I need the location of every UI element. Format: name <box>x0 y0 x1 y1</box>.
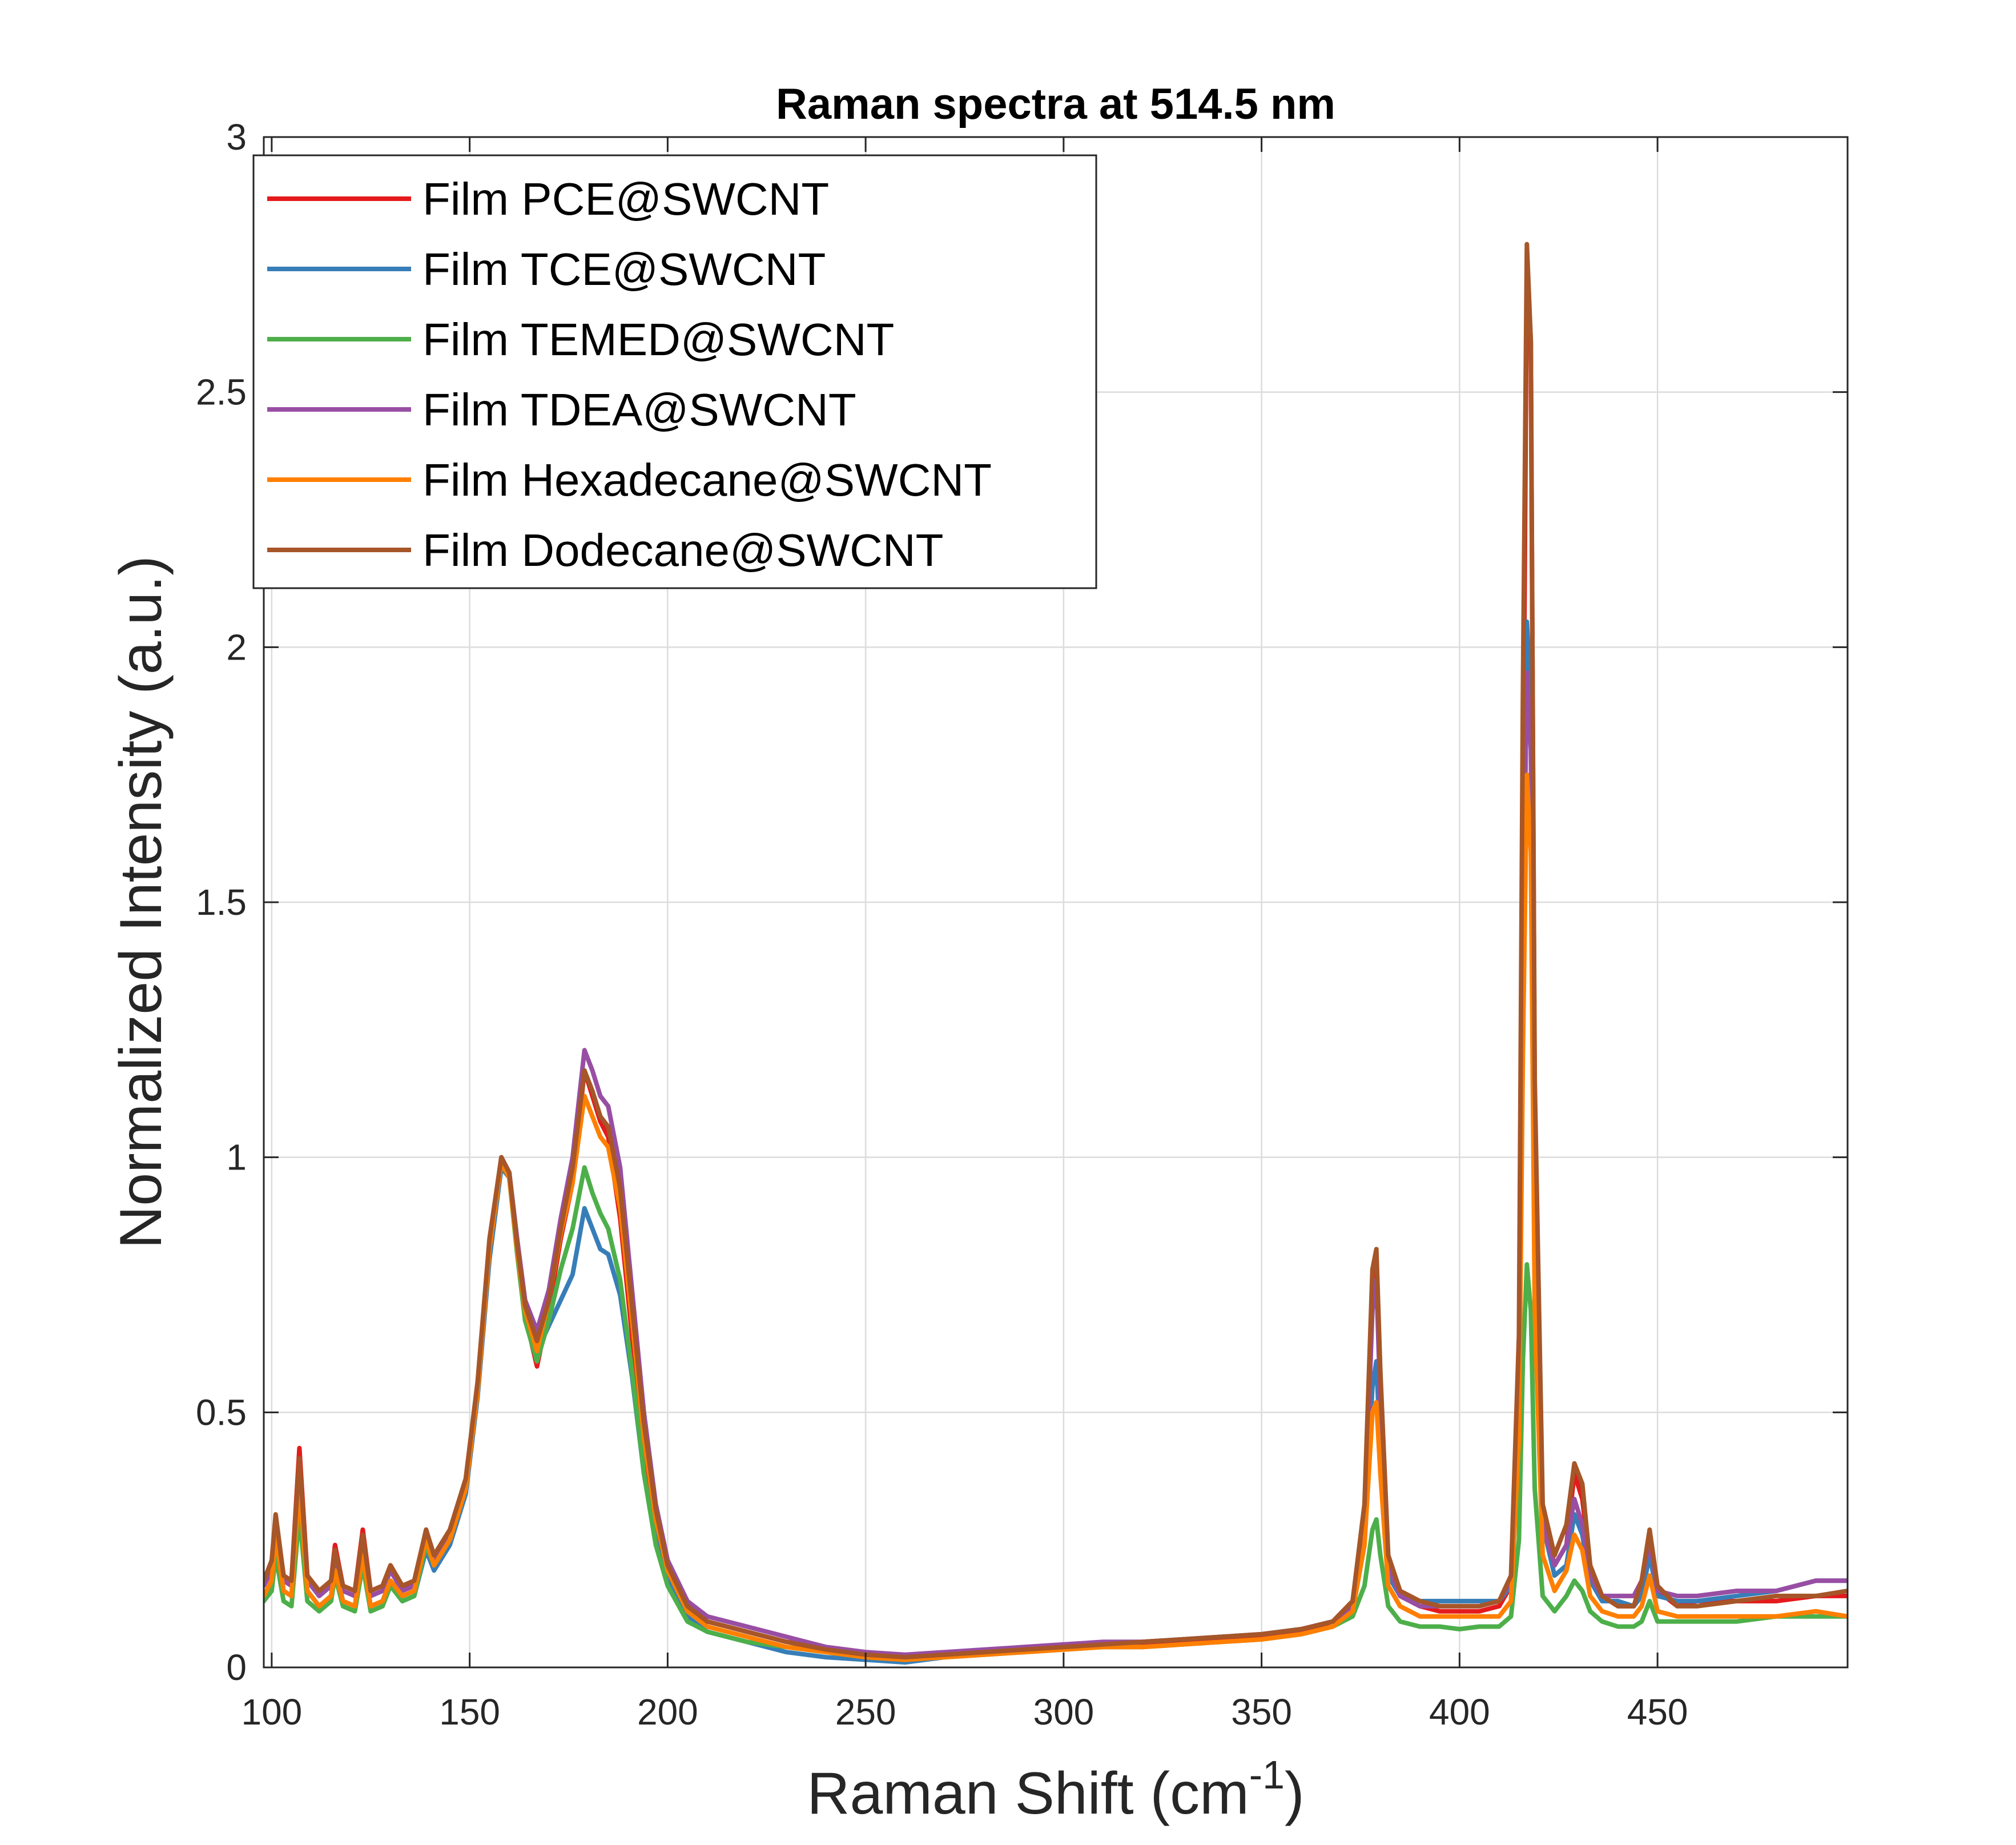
series-line-5 <box>264 772 1848 1662</box>
x-axis-label-superscript: -1 <box>1249 1752 1285 1797</box>
legend: Film PCE@SWCNT Film TCE@SWCNT Film TEMED@S… <box>252 154 1097 589</box>
legend-box <box>252 154 1097 589</box>
y-tick-label: 0 <box>226 1647 247 1688</box>
legend-label-6: Film Dodecane@SWCNT <box>422 525 944 576</box>
x-axis-label: Raman Shift (cm-1) <box>807 1752 1304 1827</box>
x-tick-label: 450 <box>1627 1691 1688 1733</box>
series-line-4 <box>264 670 1848 1657</box>
x-axis-label-close: ) <box>1285 1760 1305 1827</box>
y-tick-label: 3 <box>226 116 247 158</box>
series-line-6 <box>264 242 1848 1660</box>
x-tick-label: 300 <box>1033 1691 1094 1733</box>
x-tick-labels: 100 150 200 250 300 350 400 450 <box>241 1691 1688 1733</box>
legend-label-4: Film TDEA@SWCNT <box>422 384 856 435</box>
y-tick-label: 1 <box>226 1137 247 1178</box>
legend-label-3: Film TEMED@SWCNT <box>422 314 894 365</box>
legend-label-2: Film TCE@SWCNT <box>422 244 826 295</box>
x-tick-label: 350 <box>1231 1691 1292 1733</box>
legend-items: Film PCE@SWCNT Film TCE@SWCNT Film TEMED@S… <box>267 174 992 576</box>
x-tick-label: 100 <box>241 1691 302 1733</box>
y-tick-label: 2.5 <box>196 372 247 413</box>
legend-label-1: Film PCE@SWCNT <box>422 174 829 224</box>
x-axis-label-text: Raman Shift (cm <box>807 1760 1249 1827</box>
chart-title: Raman spectra at 514.5 nm <box>776 80 1335 128</box>
x-tick-label: 150 <box>439 1691 500 1733</box>
y-tick-labels: 0 0.5 1 1.5 2 2.5 3 <box>196 116 247 1688</box>
y-tick-label: 0.5 <box>196 1392 247 1433</box>
x-tick-label: 250 <box>835 1691 896 1733</box>
x-tick-label: 400 <box>1429 1691 1490 1733</box>
y-tick-label: 2 <box>226 626 247 668</box>
series-lines <box>264 242 1848 1665</box>
axis-ticks <box>264 136 1848 1669</box>
x-tick-label: 200 <box>637 1691 698 1733</box>
y-tick-label: 1.5 <box>196 882 247 923</box>
y-axis-label: Normalized Intensity (a.u.) <box>108 556 174 1249</box>
legend-label-5: Film Hexadecane@SWCNT <box>422 455 992 505</box>
